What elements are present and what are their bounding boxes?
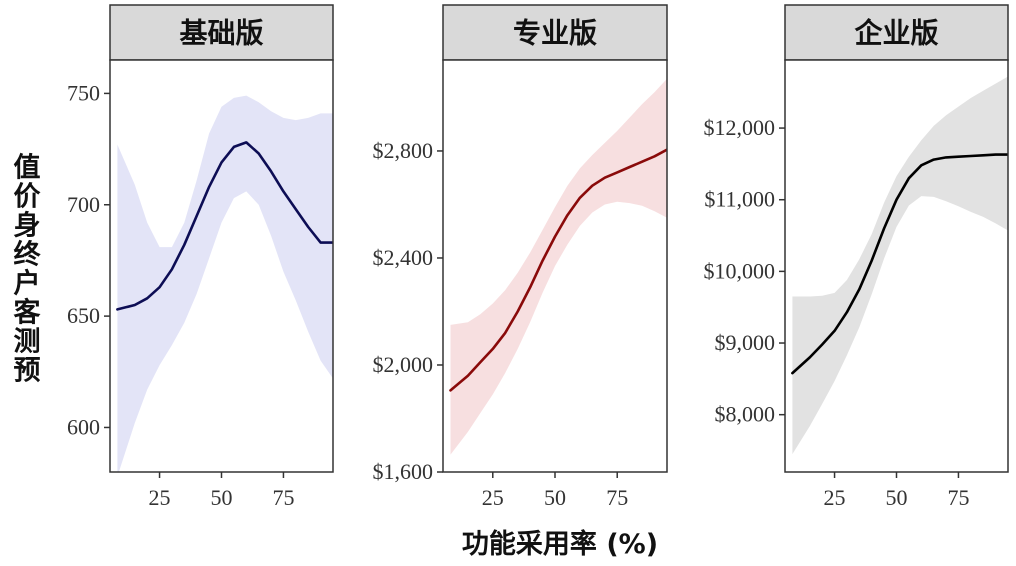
trend-line	[116, 141, 333, 311]
y-tick-label: $12,000	[704, 115, 776, 140]
y-tick-label: $2,000	[373, 352, 434, 377]
x-tick-label: 25	[149, 485, 171, 510]
panel-title: 专业版	[513, 17, 597, 50]
x-axis-title: 功能采用率 (%)	[462, 528, 658, 560]
confidence-band	[450, 78, 667, 455]
y-tick-label: $9,000	[715, 330, 776, 355]
x-tick-label: 75	[947, 485, 969, 510]
panel-1: 基础版 600 650 700 750 25 50 75	[67, 4, 334, 510]
y-tick-label: 700	[67, 192, 100, 217]
confidence-band	[792, 76, 1008, 455]
panel-title: 企业版	[854, 17, 938, 50]
y-tick-label: $10,000	[704, 258, 776, 283]
x-tick-label: 75	[606, 485, 628, 510]
y-axis-title: 值价身终户客测预	[14, 153, 42, 387]
panel-strip	[109, 4, 334, 61]
x-tick-label: 25	[482, 485, 504, 510]
y-tick-label: 600	[67, 414, 100, 439]
y-tick-label: $2,400	[373, 245, 434, 270]
y-tick-label: 650	[67, 303, 100, 328]
trend-line	[449, 148, 667, 392]
x-tick-label: 50	[211, 485, 233, 510]
panel-strip	[442, 4, 668, 61]
x-tick-label: 50	[886, 485, 908, 510]
y-tick-label: $11,000	[704, 187, 775, 212]
panel-strip	[784, 4, 1009, 61]
x-tick-label: 25	[824, 485, 846, 510]
panel-3: 企业版 $8,000 $9,000 $10,000 $11,000 $12,000 25 50…	[704, 4, 1009, 510]
panel-2: 专业版 $1,600 $2,000 $2,400 $2,800 25 50 75	[373, 4, 668, 510]
y-tick-label: 750	[67, 80, 100, 105]
y-tick-label: $1,600	[373, 459, 434, 484]
y-tick-label: $8,000	[715, 402, 776, 427]
y-tick-label: $2,800	[373, 138, 434, 163]
trend-line	[791, 153, 1008, 375]
panel-title: 基础版	[179, 17, 263, 50]
x-tick-label: 50	[544, 485, 566, 510]
x-tick-label: 75	[272, 485, 294, 510]
confidence-band	[117, 95, 333, 472]
